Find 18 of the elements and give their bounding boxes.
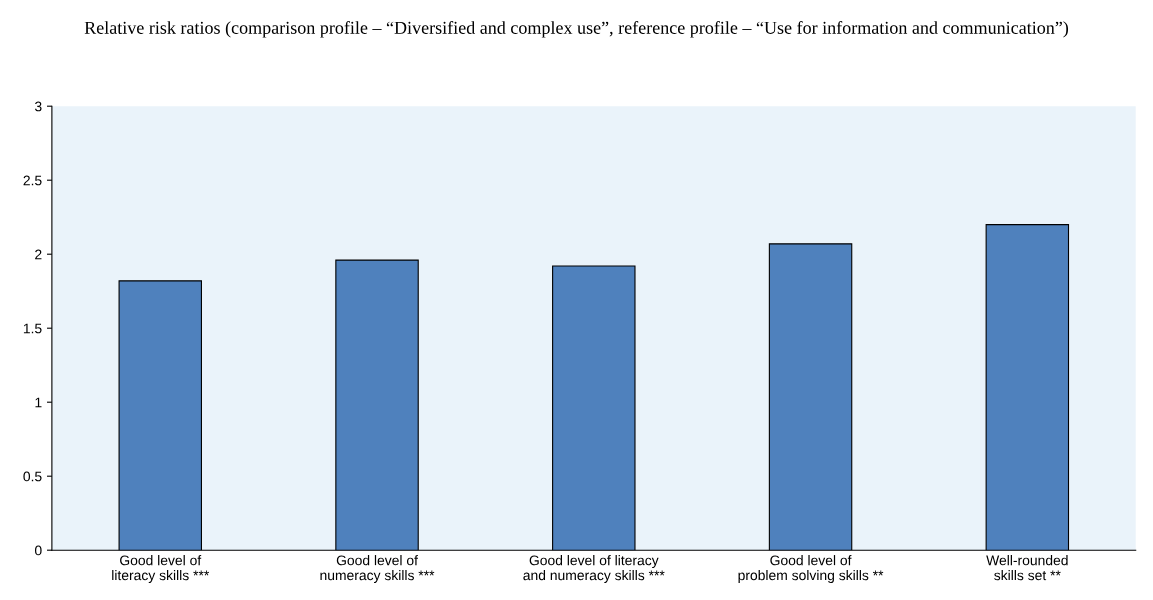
- y-tick-label: 0.5: [23, 471, 42, 482]
- y-tick-label: 2: [35, 249, 42, 260]
- y-tick-label: 2.5: [23, 175, 42, 186]
- bar: [335, 259, 419, 551]
- x-tick-label: Good level of problem solving skills **: [738, 555, 884, 583]
- y-tick-label: 1: [35, 397, 42, 408]
- y-tick-label: 3: [34, 101, 42, 112]
- chart-title: Relative risk ratios (comparison profile – “Diversified and complex use”, reference profile – “Use for information and communication”): [84, 21, 1069, 38]
- bar: [768, 243, 853, 551]
- y-tick-label: 0: [34, 545, 42, 556]
- x-tick-label: Well-rounded skills set **: [986, 555, 1068, 581]
- x-tick-label: Good level of literacy and numeracy skills ***: [523, 555, 665, 583]
- bar: [118, 280, 203, 551]
- x-tick-label: Good level of literacy skills ***: [112, 555, 210, 583]
- bar: [552, 265, 636, 551]
- y-tick-label: 1.5: [23, 323, 42, 334]
- x-tick-label: Good level of numeracy skills ***: [320, 555, 435, 583]
- bar: [985, 224, 1070, 551]
